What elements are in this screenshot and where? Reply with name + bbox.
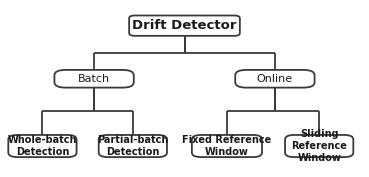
FancyBboxPatch shape [192, 135, 262, 157]
Text: Partial-batch
Detection: Partial-batch Detection [97, 135, 169, 157]
Text: Whole-batch
Detection: Whole-batch Detection [8, 135, 77, 157]
FancyBboxPatch shape [235, 70, 314, 88]
Text: Sliding
Reference
Window: Sliding Reference Window [291, 129, 347, 163]
Text: Online: Online [257, 74, 293, 84]
FancyBboxPatch shape [285, 135, 354, 157]
Text: Drift Detector: Drift Detector [132, 19, 237, 32]
Text: Fixed Reference
Window: Fixed Reference Window [182, 135, 272, 157]
FancyBboxPatch shape [129, 16, 240, 36]
FancyBboxPatch shape [8, 135, 77, 157]
Text: Batch: Batch [78, 74, 110, 84]
FancyBboxPatch shape [99, 135, 167, 157]
FancyBboxPatch shape [55, 70, 134, 88]
